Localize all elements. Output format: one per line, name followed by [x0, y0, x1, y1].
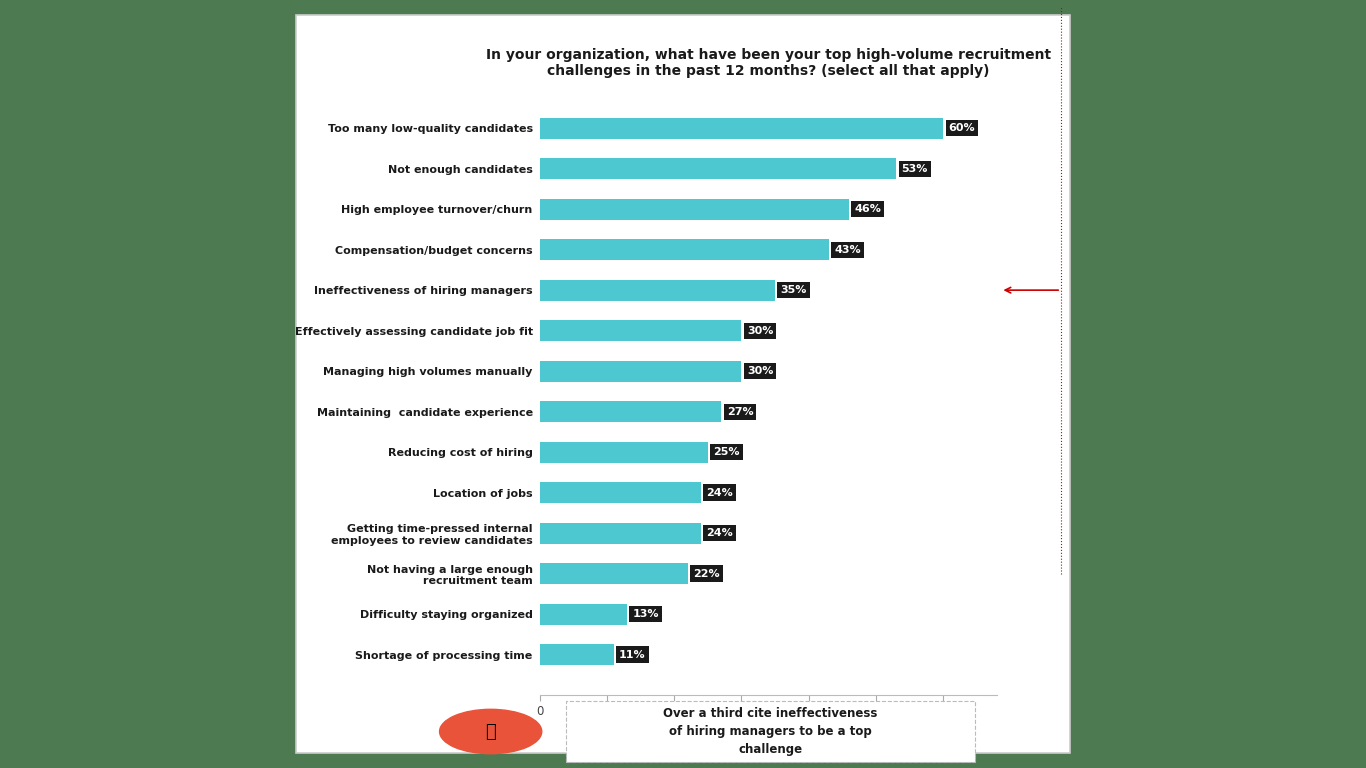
Bar — [540, 320, 742, 341]
Text: 46%: 46% — [855, 204, 881, 214]
Bar — [540, 442, 708, 462]
Bar — [540, 482, 701, 503]
Text: 💡: 💡 — [485, 723, 496, 740]
Text: 43%: 43% — [835, 245, 861, 255]
FancyBboxPatch shape — [566, 701, 974, 762]
Text: 53%: 53% — [902, 164, 928, 174]
Bar — [540, 361, 742, 382]
Text: 30%: 30% — [747, 366, 773, 376]
Text: 24%: 24% — [706, 488, 734, 498]
Circle shape — [440, 710, 542, 753]
Bar — [540, 522, 701, 544]
Text: 11%: 11% — [619, 650, 646, 660]
Bar — [540, 199, 850, 220]
Bar — [540, 563, 687, 584]
Text: 35%: 35% — [780, 285, 807, 295]
Text: 60%: 60% — [949, 123, 975, 133]
Text: 27%: 27% — [727, 406, 753, 416]
Bar — [540, 118, 944, 139]
Text: 13%: 13% — [632, 609, 658, 619]
Title: In your organization, what have been your top high-volume recruitment
challenges: In your organization, what have been you… — [486, 48, 1050, 78]
Bar — [540, 239, 829, 260]
Text: Over a third cite ineffectiveness
of hiring managers to be a top
challenge: Over a third cite ineffectiveness of hir… — [663, 707, 877, 756]
Text: 30%: 30% — [747, 326, 773, 336]
Text: 22%: 22% — [693, 568, 720, 578]
Bar — [540, 401, 721, 422]
Text: 25%: 25% — [713, 447, 740, 457]
Bar — [540, 158, 896, 179]
Bar — [540, 604, 627, 624]
Bar — [540, 280, 775, 300]
Bar — [540, 644, 613, 665]
Text: 24%: 24% — [706, 528, 734, 538]
